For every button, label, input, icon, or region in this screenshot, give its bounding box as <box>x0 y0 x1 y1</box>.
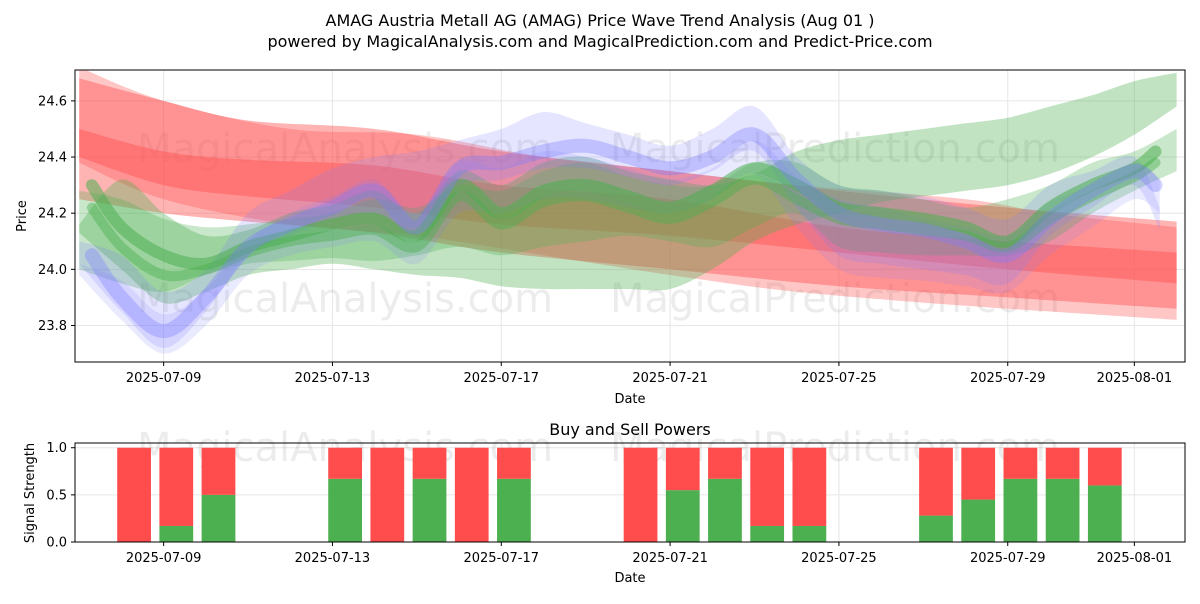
buy-power-bar <box>919 515 953 542</box>
sell-power-bar <box>370 447 405 542</box>
price-y-tick-label: 24.6 <box>38 94 67 109</box>
buy-power-bar <box>792 525 827 542</box>
sell-power-bar <box>412 447 447 479</box>
price-plot-frame <box>74 69 1186 363</box>
buy-power-bar <box>412 478 447 542</box>
signal-x-tick-label: 2025-07-21 <box>632 551 708 566</box>
price-x-tick-label: 2025-07-09 <box>126 371 202 386</box>
buy-power-bar <box>750 525 785 542</box>
buy-power-bar <box>708 478 742 542</box>
signal-y-tick-label: 1.0 <box>46 441 67 456</box>
signal-plot-frame <box>74 442 1186 543</box>
price-y-label: Price <box>15 200 30 232</box>
sell-power-bar <box>1087 447 1122 486</box>
price-wave-line-green-0 <box>85 145 1162 270</box>
watermark-prediction-bottom: MagicalPrediction.com <box>610 276 1060 322</box>
price-watermarks: MagicalAnalysis.com MagicalPrediction.co… <box>137 126 1060 322</box>
buy-power-bar <box>497 478 531 542</box>
sell-power-bar <box>454 447 489 542</box>
sell-power-bar <box>665 447 700 491</box>
price-band-blue-6 <box>79 140 1160 354</box>
buy-power-bar <box>159 525 194 542</box>
price-band-red-1 <box>79 129 1177 309</box>
signal-y-label: Signal Strength <box>23 443 38 543</box>
price-ticks: 23.8 24.0 24.2 24.4 24.6 2025-07-09 2025-07-13… <box>38 94 1172 386</box>
signal-ticks: 0.0 0.5 1.0 2025-07-09 2025-07-13 2025-07-17 2… <box>46 441 1172 566</box>
price-x-tick-label: 2025-07-25 <box>801 371 877 386</box>
price-x-tick-label: 2025-07-13 <box>295 371 371 386</box>
sell-power-bar <box>159 447 194 526</box>
price-band-green-4 <box>79 129 1177 293</box>
price-grid <box>75 70 1185 362</box>
price-band-green-3 <box>79 72 1177 304</box>
sell-power-bar <box>919 447 953 516</box>
sell-power-bar <box>1003 447 1038 479</box>
chart-title: AMAG Austria Metall AG (AMAG) Price Wave… <box>326 11 875 30</box>
price-x-tick-label: 2025-07-21 <box>632 371 708 386</box>
buy-power-bar <box>1087 485 1122 542</box>
signal-x-tick-label: 2025-07-17 <box>463 551 539 566</box>
signal-y-tick-label: 0.5 <box>46 488 67 503</box>
sell-power-bar <box>750 447 785 526</box>
sell-power-bar <box>1045 447 1080 479</box>
watermark-prediction-top: MagicalPrediction.com <box>610 126 1060 172</box>
signal-x-tick-label: 2025-07-29 <box>970 551 1046 566</box>
signal-x-tick-label: 2025-07-13 <box>295 551 371 566</box>
sell-power-bar <box>961 447 996 500</box>
price-band-blue-5 <box>79 105 1160 348</box>
signal-bars <box>117 447 1122 542</box>
signal-x-label: Date <box>614 571 645 586</box>
signal-x-tick-label: 2025-08-01 <box>1097 551 1173 566</box>
buy-power-bar <box>328 478 362 542</box>
price-plot-area <box>75 70 1185 362</box>
sell-power-bar <box>623 447 658 542</box>
buy-power-bar <box>665 490 700 542</box>
price-x-label: Date <box>614 392 645 407</box>
price-x-tick-label: 2025-07-17 <box>463 371 539 386</box>
price-y-tick-label: 24.0 <box>38 263 67 278</box>
sell-power-bar <box>792 447 827 526</box>
price-chart: MagicalAnalysis.com MagicalPrediction.co… <box>15 69 1186 407</box>
signal-x-tick-label: 2025-07-09 <box>126 551 202 566</box>
price-x-tick-label: 2025-08-01 <box>1097 371 1173 386</box>
signal-chart: Buy and Sell Powers MagicalAnalysis.com … <box>23 420 1186 586</box>
sell-power-bar <box>201 447 236 495</box>
price-lines <box>84 127 1163 339</box>
buy-power-bar <box>1045 478 1080 542</box>
signal-x-tick-label: 2025-07-25 <box>801 551 877 566</box>
signal-y-tick-label: 0.0 <box>46 536 67 551</box>
sell-power-bar <box>117 447 151 542</box>
price-wave-line-blue-2 <box>84 127 1163 339</box>
chart-subtitle: powered by MagicalAnalysis.com and Magic… <box>267 32 932 51</box>
price-band-red-0 <box>79 78 1177 284</box>
sell-power-bar <box>708 447 742 479</box>
watermark-analysis-bottom: MagicalAnalysis.com <box>137 276 553 322</box>
price-y-tick-label: 24.2 <box>38 207 67 222</box>
sell-power-bar <box>497 447 531 479</box>
buy-power-bar <box>201 494 236 542</box>
price-x-tick-label: 2025-07-29 <box>970 371 1046 386</box>
price-wave-line-green-1 <box>86 157 1161 282</box>
watermark-analysis-top: MagicalAnalysis.com <box>137 126 553 172</box>
sell-power-bar <box>328 447 362 479</box>
price-y-tick-label: 23.8 <box>38 319 67 334</box>
buy-power-bar <box>961 499 996 542</box>
signal-chart-title: Buy and Sell Powers <box>549 420 711 439</box>
buy-power-bar <box>1003 478 1038 542</box>
price-y-tick-label: 24.4 <box>38 151 67 166</box>
